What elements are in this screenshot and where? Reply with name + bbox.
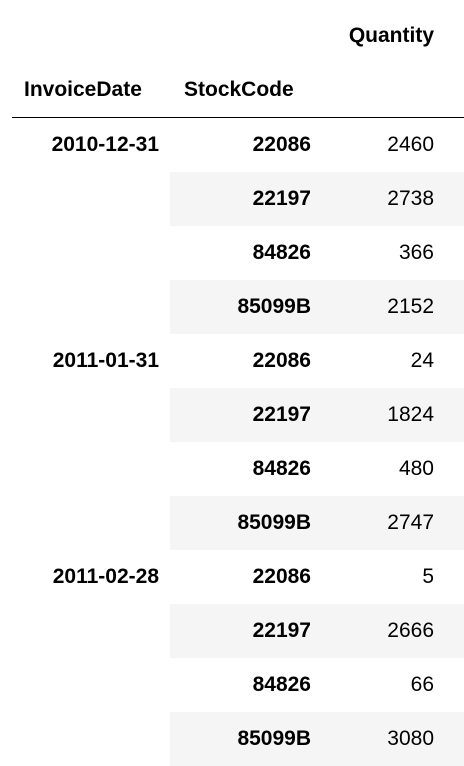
stock-code-cell: 84826 bbox=[252, 457, 311, 480]
table-row: 84826 480 bbox=[0, 442, 464, 496]
quantity-cell: 66 bbox=[410, 673, 434, 696]
stock-code-cell: 22086 bbox=[252, 349, 311, 372]
stock-code-cell: 84826 bbox=[252, 241, 311, 264]
stock-code-cell: 85099B bbox=[237, 295, 311, 318]
table-row: 22197 2738 bbox=[0, 172, 464, 226]
quantity-cell: 2747 bbox=[387, 511, 434, 534]
row-background bbox=[170, 604, 464, 658]
table-row: 22197 2666 bbox=[0, 604, 464, 658]
table-row: 84826 366 bbox=[0, 226, 464, 280]
stock-code-cell: 22197 bbox=[252, 403, 311, 426]
table-row: 84826 66 bbox=[0, 658, 464, 712]
row-background bbox=[170, 388, 464, 442]
invoice-date-cell: 2011-02-28 bbox=[52, 565, 159, 588]
quantity-cell: 3080 bbox=[387, 727, 434, 750]
quantity-cell: 2152 bbox=[387, 295, 434, 318]
invoice-date-cell: 2010-12-31 bbox=[51, 133, 159, 156]
table-row: 22197 1824 bbox=[0, 388, 464, 442]
row-background bbox=[170, 496, 464, 550]
quantity-cell: 2460 bbox=[387, 133, 434, 156]
quantity-cell: 2666 bbox=[387, 619, 434, 642]
invoice-date-cell: 2011-01-31 bbox=[52, 349, 159, 372]
stock-code-cell: 22197 bbox=[252, 187, 311, 210]
table-row: 85099B 3080 bbox=[0, 712, 464, 766]
stock-code-cell: 22086 bbox=[252, 565, 311, 588]
stock-code-cell: 85099B bbox=[237, 727, 311, 750]
quantity-cell: 5 bbox=[422, 565, 434, 588]
table-row: 85099B 2747 bbox=[0, 496, 464, 550]
quantity-cell: 2738 bbox=[387, 187, 434, 210]
quantity-cell: 1824 bbox=[387, 403, 434, 426]
index-header-stockcode: StockCode bbox=[184, 78, 294, 101]
table-row: 2010-12-31 22086 2460 bbox=[0, 118, 464, 172]
quantity-cell: 366 bbox=[398, 241, 434, 264]
stock-code-cell: 22197 bbox=[252, 619, 311, 642]
table-row: 2011-02-28 22086 5 bbox=[0, 550, 464, 604]
table-row: 2011-01-31 22086 24 bbox=[0, 334, 464, 388]
header-divider bbox=[12, 117, 464, 118]
stock-code-cell: 84826 bbox=[252, 673, 311, 696]
table-row: 85099B 2152 bbox=[0, 280, 464, 334]
table-body: 2010-12-31 22086 2460 22197 2738 84826 3… bbox=[0, 118, 464, 766]
row-background bbox=[170, 172, 464, 226]
index-header-invoicedate: InvoiceDate bbox=[24, 78, 142, 101]
quantity-cell: 24 bbox=[410, 349, 434, 372]
stock-code-cell: 22086 bbox=[252, 133, 311, 156]
stock-code-cell: 85099B bbox=[237, 511, 311, 534]
quantity-cell: 480 bbox=[398, 457, 434, 480]
column-header-quantity: Quantity bbox=[348, 24, 434, 47]
row-background bbox=[170, 280, 464, 334]
